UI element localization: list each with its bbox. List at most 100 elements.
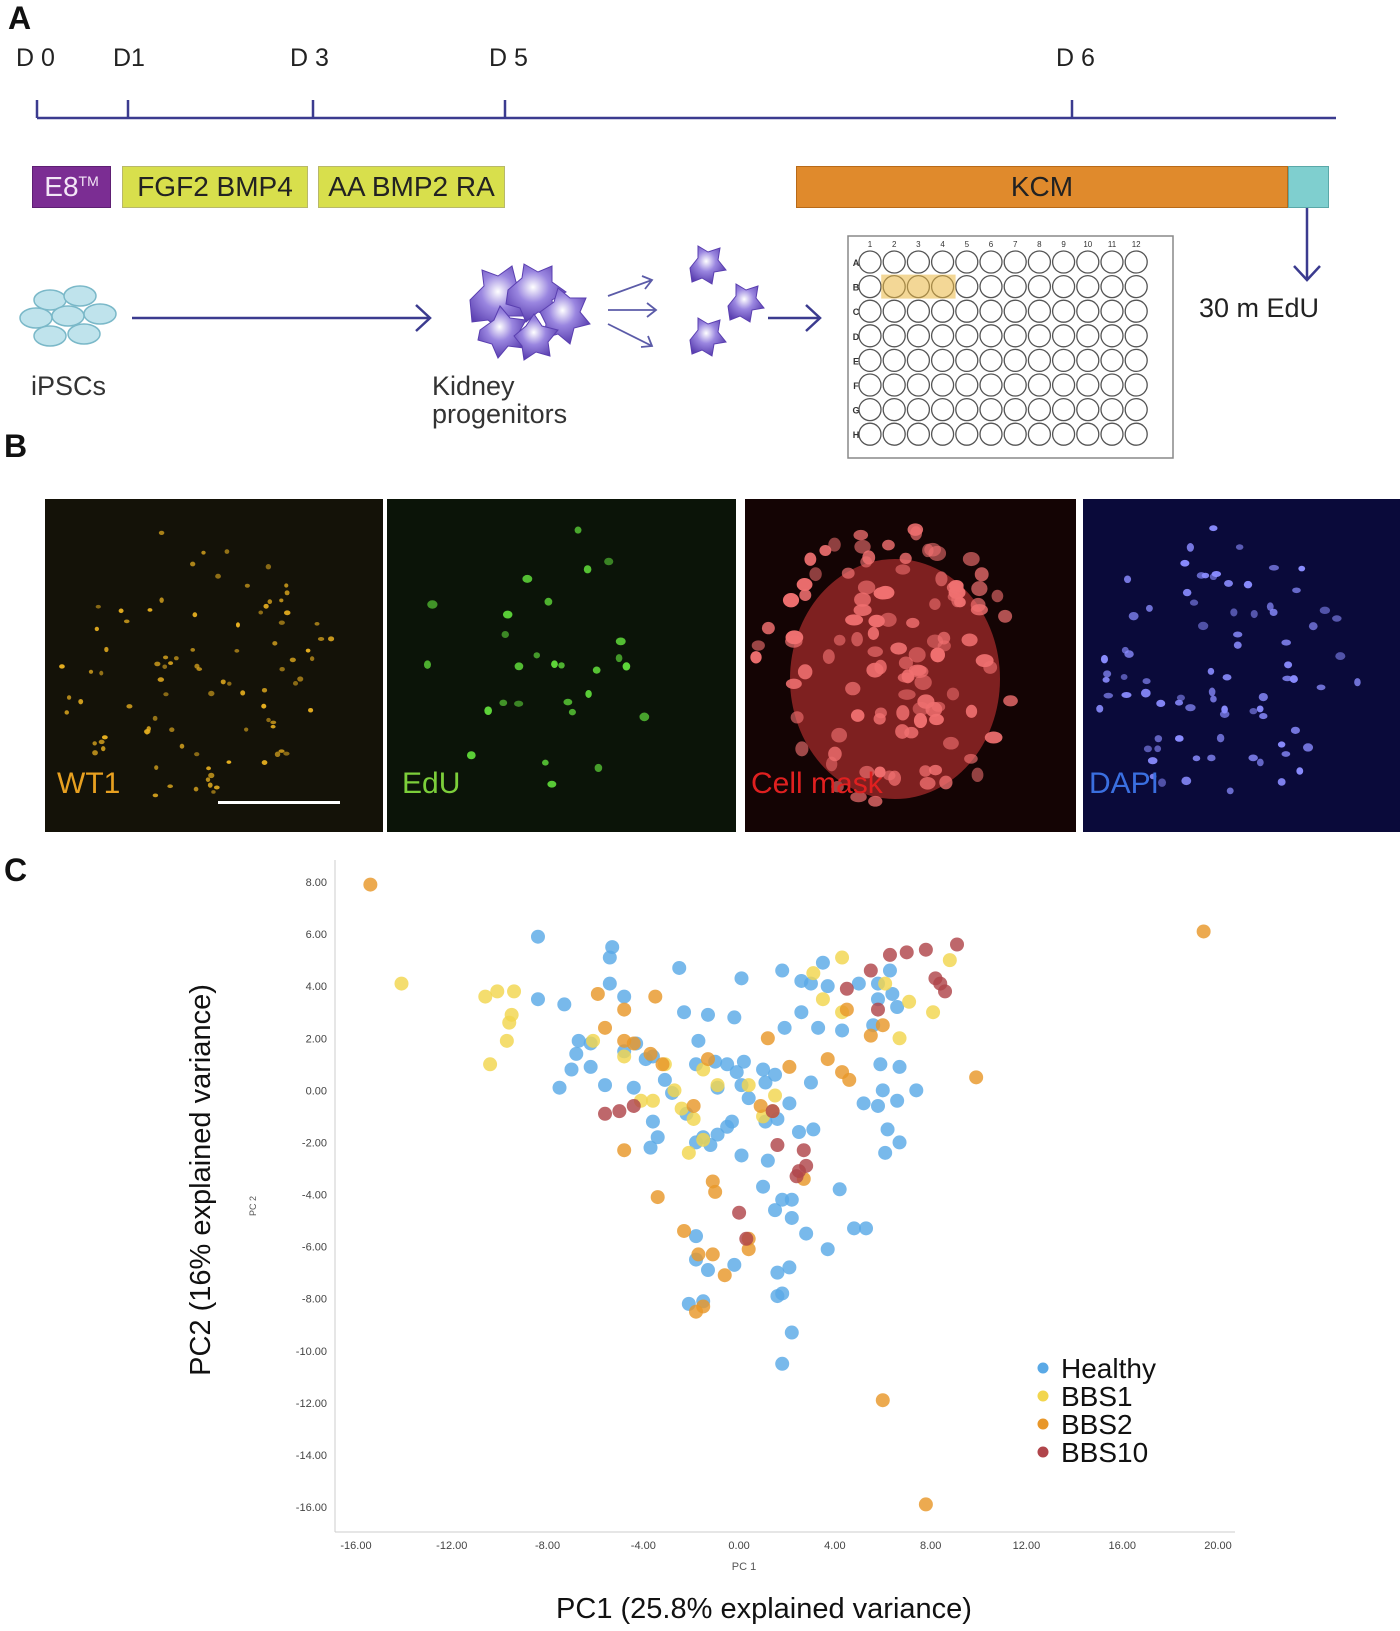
data-point-healthy xyxy=(724,1114,739,1129)
data-point-healthy xyxy=(851,976,866,991)
x-tick-label: 16.00 xyxy=(1108,1540,1136,1552)
data-point-bbs10 xyxy=(918,942,933,957)
cell-nucleus xyxy=(101,735,108,740)
plate-well xyxy=(1100,422,1124,446)
data-point-healthy xyxy=(875,1083,890,1098)
data-point-healthy xyxy=(677,1005,692,1020)
plate-well xyxy=(1076,422,1100,446)
plate-well xyxy=(955,348,979,373)
cell-nucleus xyxy=(899,552,912,565)
data-point-bbs1 xyxy=(696,1062,711,1077)
data-point-healthy xyxy=(727,1010,742,1025)
data-point-healthy xyxy=(700,1007,715,1022)
cell-nucleus xyxy=(822,649,835,664)
cell-nucleus xyxy=(88,669,94,674)
plate-well xyxy=(979,250,1003,274)
cell-nucleus xyxy=(1211,570,1222,578)
data-point-healthy xyxy=(734,971,749,986)
cell-nucleus xyxy=(533,652,541,659)
cell-nucleus xyxy=(928,764,943,776)
spreading-arrows-icon xyxy=(607,275,658,348)
plate-well xyxy=(1003,250,1027,274)
plate-well xyxy=(955,299,979,323)
cell-nucleus xyxy=(258,610,264,615)
series-healthy xyxy=(530,929,924,1371)
data-point-bbs2 xyxy=(590,986,605,1001)
cell-nucleus xyxy=(94,626,99,632)
cell-nucleus xyxy=(604,557,614,566)
cell-nucleus xyxy=(305,648,311,653)
cell-nucleus xyxy=(502,610,513,619)
data-point-healthy xyxy=(571,1033,586,1048)
legend-marker xyxy=(1037,1446,1049,1458)
data-point-healthy xyxy=(859,1221,874,1236)
day-label-d6: D 6 xyxy=(1056,44,1095,72)
cell-nucleus xyxy=(274,751,281,757)
cell-nucleus xyxy=(970,604,988,616)
data-point-healthy xyxy=(760,1153,775,1168)
data-point-healthy xyxy=(643,1140,658,1155)
cell-nucleus xyxy=(118,608,124,614)
cell-nucleus xyxy=(1268,564,1279,571)
cell-nucleus xyxy=(1216,733,1225,743)
cell-nucleus xyxy=(1128,611,1139,621)
plate-well xyxy=(1124,373,1148,397)
cell-nucleus xyxy=(317,637,325,641)
plate-well xyxy=(906,324,931,348)
cell-nucleus xyxy=(1296,767,1304,775)
plate-well xyxy=(1100,250,1124,274)
data-point-healthy xyxy=(856,1096,871,1111)
cell-nucleus xyxy=(284,583,289,588)
plate-well xyxy=(906,299,931,323)
cell-nucleus xyxy=(308,707,314,713)
data-point-bbs2 xyxy=(842,1072,857,1087)
data-point-healthy xyxy=(815,955,830,970)
cell-nucleus xyxy=(857,580,876,595)
cell-nucleus xyxy=(1243,580,1253,589)
cell-nucleus xyxy=(66,695,72,700)
cell-nucleus xyxy=(289,657,296,663)
cell-nucleus xyxy=(1248,754,1258,762)
cell-nucleus xyxy=(98,739,105,745)
cell-nucleus xyxy=(796,578,813,592)
data-point-healthy xyxy=(784,1192,799,1207)
cell-nucleus xyxy=(882,539,895,551)
data-point-healthy xyxy=(885,986,900,1001)
data-point-bbs1 xyxy=(674,1101,689,1116)
plate-well xyxy=(882,348,906,373)
cell-nucleus xyxy=(163,655,169,660)
cell-nucleus xyxy=(92,741,97,746)
data-point-healthy xyxy=(791,1125,806,1139)
cell-nucleus xyxy=(1182,588,1192,597)
cell-nucleus xyxy=(930,647,946,663)
edu-arrow-icon xyxy=(1293,208,1321,282)
data-point-healthy xyxy=(569,1046,584,1061)
cell-nucleus xyxy=(1289,675,1298,683)
cell-nucleus xyxy=(244,583,250,588)
cell-nucleus xyxy=(1224,579,1234,587)
cell-nucleus xyxy=(888,770,901,786)
data-point-healthy xyxy=(689,1229,704,1244)
plate-row-label: C xyxy=(853,307,860,317)
data-point-bbs1 xyxy=(681,1145,696,1160)
cell-nucleus xyxy=(563,698,573,706)
data-point-healthy xyxy=(758,1075,773,1090)
cell-nucleus xyxy=(1292,587,1301,594)
micrograph-cell-mask: Cell mask xyxy=(745,499,1076,832)
timeline-axis xyxy=(35,100,1336,120)
cell-nucleus xyxy=(328,636,335,642)
cell-nucleus xyxy=(919,776,936,790)
panel-c-letter: C xyxy=(4,852,28,888)
cell-nucleus xyxy=(514,700,524,707)
cell-nucleus xyxy=(1120,674,1128,680)
cell-nucleus xyxy=(1277,741,1286,748)
x-tick-label: 12.00 xyxy=(1013,1540,1041,1552)
data-point-bbs2 xyxy=(617,1002,632,1017)
data-point-bbs2 xyxy=(863,1028,878,1043)
plate-well xyxy=(1051,422,1076,446)
differentiation-arrow-icon xyxy=(132,304,432,332)
cell-nucleus xyxy=(224,549,230,554)
cell-nucleus xyxy=(201,550,206,555)
cell-nucleus xyxy=(797,664,813,680)
